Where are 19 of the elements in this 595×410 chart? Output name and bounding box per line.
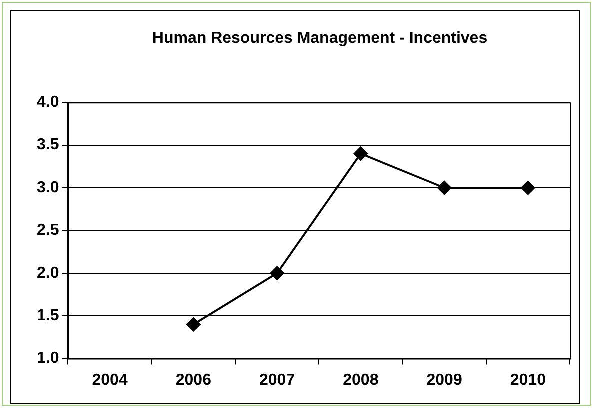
x-tick-label: 2008 (343, 372, 379, 389)
y-tick-label: 2.5 (36, 222, 60, 240)
y-tick-label: 3.0 (36, 179, 60, 196)
y-tick-label: 1.0 (36, 350, 60, 368)
y-tick-label: 2.0 (36, 264, 60, 282)
point (270, 266, 284, 280)
y-tick-label: 1.5 (36, 308, 60, 325)
x-tick-label: 2009 (426, 372, 462, 389)
x-tick-label: 2007 (260, 372, 296, 389)
point (186, 318, 201, 332)
x-tick-label: 2006 (176, 372, 212, 389)
x-tick-label: 2004 (92, 372, 128, 389)
x-tick-label: 2010 (510, 372, 546, 389)
point (354, 146, 368, 161)
point (438, 181, 452, 195)
y-tick-label: 4.0 (36, 94, 60, 112)
chart-title: Human Resources Management - Incentives (151, 29, 489, 49)
y-tick-label: 3.5 (36, 136, 60, 154)
point (521, 181, 536, 195)
